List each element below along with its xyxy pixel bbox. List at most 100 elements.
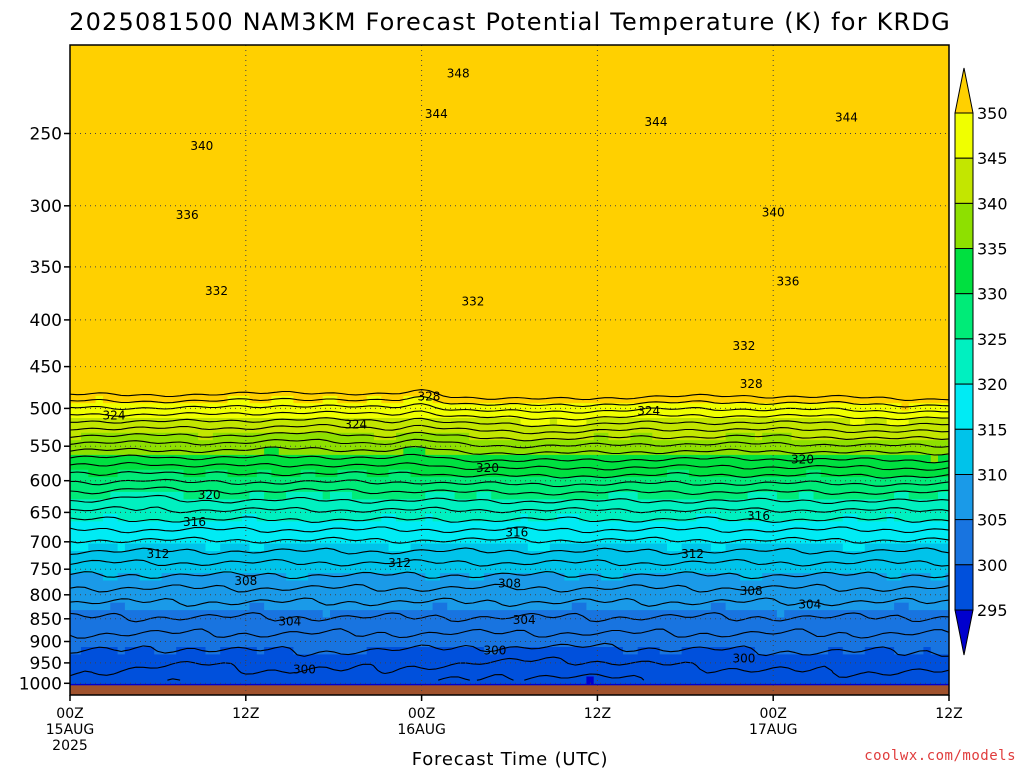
fill-cell [425, 491, 456, 500]
fill-cell [630, 432, 653, 441]
contour-label: 312 [388, 556, 411, 570]
fill-cell [70, 440, 949, 449]
fill-cell [725, 432, 756, 441]
fill-cell [667, 543, 683, 552]
fill-cell [432, 602, 448, 611]
fill-cell [70, 491, 111, 500]
fill-cell [842, 514, 859, 522]
contour-label: 328 [417, 389, 440, 403]
fill-cell [601, 573, 624, 582]
fill-cell [70, 551, 949, 559]
fill-cell [689, 469, 807, 478]
fill-cell [286, 573, 309, 582]
fill-cell [70, 240, 949, 249]
fill-cell [681, 543, 712, 552]
fill-cell [70, 70, 949, 79]
fill-cell [70, 388, 949, 397]
fill-cell [256, 469, 272, 478]
fill-cell [388, 469, 412, 478]
fill-cell [70, 93, 949, 101]
y-tick-label: 500 [30, 399, 62, 419]
fill-cell [70, 45, 949, 50]
contour-line [70, 516, 949, 523]
fill-cell [70, 299, 949, 308]
colorbar-tick-label: 340 [977, 194, 1008, 213]
y-tick-label: 900 [30, 633, 62, 653]
fill-cell [70, 410, 949, 419]
y-tick-label: 800 [30, 586, 62, 606]
fill-cell [124, 543, 207, 552]
contour-label: 316 [183, 515, 206, 529]
fill-cell [220, 543, 251, 552]
contour-label: 344 [425, 107, 448, 121]
contour-label: 304 [513, 613, 536, 627]
fill-cell [70, 580, 949, 589]
contour-line [70, 403, 949, 414]
colorbar-tick-label: 315 [977, 420, 1008, 439]
fill-cell [88, 543, 119, 552]
contour-label: 320 [791, 453, 814, 467]
x-tick-label: 2025 [52, 738, 88, 754]
fill-cell [725, 543, 844, 552]
fill-cell [70, 307, 949, 316]
filled-contours [70, 45, 949, 695]
fill-cell [901, 573, 932, 582]
contour-label: 316 [747, 509, 770, 523]
contour-label: 316 [505, 526, 528, 540]
fill-cell [205, 543, 221, 552]
fill-cell [938, 454, 949, 463]
fill-cell [710, 543, 727, 552]
contour-label: 324 [637, 404, 660, 418]
fill-cell [264, 602, 434, 611]
fill-cell [315, 469, 338, 478]
fill-cell [70, 189, 949, 197]
colorbar-tick-label: 350 [977, 104, 1008, 123]
fill-cell [337, 395, 368, 404]
fill-cell [762, 432, 793, 441]
fill-cell [70, 181, 949, 190]
fill-cell [300, 469, 316, 478]
y-tick-label: 1000 [19, 674, 62, 694]
contour-label: 312 [681, 547, 704, 561]
fill-cell [70, 462, 949, 471]
contour-label: 308 [234, 574, 257, 588]
fill-cell [337, 469, 368, 478]
fill-cell [549, 418, 558, 426]
fill-cell [776, 491, 800, 500]
contour-line [70, 461, 949, 471]
fill-cell [549, 543, 668, 552]
contour-label: 320 [476, 461, 499, 475]
fill-cell [70, 351, 949, 360]
contour-line [70, 431, 949, 442]
contour-line [70, 642, 949, 657]
fill-cell [410, 543, 529, 552]
contour-line [70, 536, 949, 544]
fill-cell [70, 211, 949, 220]
fill-cell [176, 647, 207, 655]
contour-label: 336 [776, 274, 799, 288]
fill-cell [747, 491, 778, 500]
fill-cell [579, 514, 697, 522]
fill-cell [330, 610, 778, 619]
fill-cell [352, 491, 426, 500]
fill-cell [70, 617, 949, 626]
x-tick-label: 16AUG [397, 722, 446, 738]
contour-line [70, 438, 949, 449]
fill-cell [256, 514, 382, 522]
fill-cell [70, 366, 949, 375]
fill-cell [70, 336, 949, 345]
fill-cell [439, 573, 470, 582]
fill-cell [842, 543, 866, 552]
fill-cell [249, 491, 265, 500]
colorbar-tick-label: 305 [977, 511, 1008, 530]
fill-cell [608, 491, 639, 500]
fill-cell [776, 610, 785, 619]
credit-text[interactable]: coolwx.com/models [864, 748, 1016, 764]
contour-line [70, 417, 949, 428]
fill-cell [70, 536, 949, 545]
x-tick-label: 00Z [759, 706, 786, 722]
fill-cell [454, 491, 478, 500]
fill-cell [70, 447, 265, 456]
contour-label: 312 [146, 547, 169, 561]
